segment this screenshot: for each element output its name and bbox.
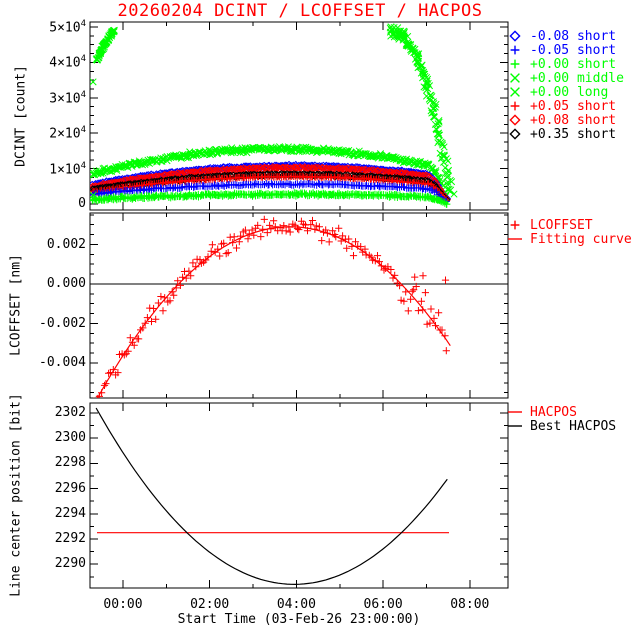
y-tick-label: 0.002 <box>46 236 86 252</box>
plus-marker-icon <box>510 59 520 69</box>
legend-item-+0.00-long: +0.00 long <box>507 84 609 100</box>
legend-label: -0.08 short <box>530 28 617 44</box>
legend-item-LCOFFSET: LCOFFSET <box>507 217 593 233</box>
y-tick-label: 2298 <box>54 455 86 471</box>
x-tick-label: 04:00 <box>276 597 316 612</box>
hacpos-axis-title: Line center position [bit] <box>8 393 24 597</box>
dcint-axis-title: DCINT [count] <box>13 65 29 167</box>
legend-label: +0.35 short <box>530 126 617 142</box>
y-tick-label: -0.004 <box>39 355 86 370</box>
x-tick-label: 02:00 <box>190 597 230 612</box>
legend-item-HACPOS: HACPOS <box>507 404 577 420</box>
legend-item-+0.08-short: +0.08 short <box>507 112 617 128</box>
series-+0.00-short <box>90 189 451 208</box>
plus-marker-icon <box>510 220 520 230</box>
y-tick-label: 2×104 <box>49 125 86 142</box>
x-tick-label: 00:00 <box>103 597 143 612</box>
line-marker-icon <box>508 411 522 413</box>
cross-marker-icon <box>510 87 520 97</box>
diamond-marker-icon <box>509 30 521 42</box>
y-tick-label: 3×104 <box>49 89 86 107</box>
axes-LCOFFSET <box>89 212 509 399</box>
legend-label: +0.00 long <box>530 84 609 100</box>
series-+0.00-long <box>90 23 458 199</box>
y-tick-label: 4×104 <box>49 54 86 71</box>
legend-item-+0.00-short: +0.00 short <box>507 56 617 72</box>
legend-label: +0.00 short <box>530 56 617 72</box>
diamond-marker-icon <box>509 114 521 126</box>
y-tick-label: 0 <box>78 196 86 211</box>
y-tick-label: -0.002 <box>39 315 86 331</box>
best-hacpos-curve <box>95 407 448 586</box>
y-tick-label: 2300 <box>54 430 86 446</box>
y-tick-label: 2292 <box>54 531 86 546</box>
fitting-curve <box>96 226 451 398</box>
legend-label: Fitting curve <box>530 231 632 247</box>
cross-marker-icon <box>510 73 520 83</box>
diamond-marker-icon <box>509 128 521 140</box>
plus-marker-icon <box>510 45 520 55</box>
x-tick-label: 06:00 <box>363 597 403 612</box>
line-marker-icon <box>508 238 522 240</box>
legend-label: +0.00 middle <box>530 70 624 86</box>
legend-label: Best HACPOS <box>530 418 617 434</box>
x-tick-label: 08:00 <box>450 597 490 612</box>
legend-label: HACPOS <box>530 404 577 420</box>
axes-HACPOS <box>89 402 509 589</box>
x-axis-title: Start Time (03-Feb-26 23:00:00) <box>177 612 421 627</box>
legend-label: -0.05 short <box>530 42 617 58</box>
legend-label: LCOFFSET <box>530 217 593 233</box>
y-tick-label: 2302 <box>54 405 86 420</box>
plus-marker-icon <box>510 101 520 111</box>
y-tick-label: 2294 <box>54 505 86 521</box>
legend-item-Best-HACPOS: Best HACPOS <box>507 418 617 434</box>
y-tick-label: 1×104 <box>49 160 86 177</box>
line-marker-icon <box>508 425 522 427</box>
legend-item--0.05-short: -0.05 short <box>507 42 617 58</box>
lcoffset-axis-title: LCOFFSET [nm] <box>8 254 24 356</box>
legend-item-+0.35-short: +0.35 short <box>507 126 617 142</box>
series-lcoffset <box>93 215 450 398</box>
legend-label: +0.08 short <box>530 112 617 128</box>
series-+0.00-middle <box>90 143 451 200</box>
legend-label: +0.05 short <box>530 98 617 114</box>
legend-item-+0.00-middle: +0.00 middle <box>507 70 624 86</box>
legend-item--0.08-short: -0.08 short <box>507 28 617 44</box>
y-tick-label: 2290 <box>54 556 86 572</box>
legend-item-+0.05-short: +0.05 short <box>507 98 617 114</box>
legend-item-Fitting-curve: Fitting curve <box>507 231 632 247</box>
y-tick-label: 0.000 <box>46 276 86 291</box>
y-tick-label: 2296 <box>54 480 86 496</box>
chart-title: 20260204 DCINT / LCOFFSET / HACPOS <box>117 1 483 21</box>
y-tick-label: 5×104 <box>49 19 86 36</box>
